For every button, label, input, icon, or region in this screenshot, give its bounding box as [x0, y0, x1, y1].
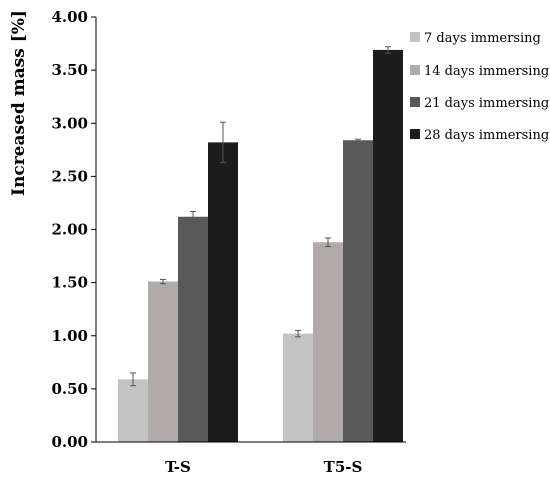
legend-label: 14 days immersing	[424, 64, 549, 79]
y-tick-label: 3.00	[51, 114, 88, 132]
y-tick-label: 4.00	[51, 8, 88, 26]
error-bar	[295, 329, 301, 338]
legend-swatch	[410, 32, 420, 42]
y-axis-label: Increased mass [%]	[9, 10, 29, 196]
legend-label: 7 days immersing	[424, 31, 541, 46]
legend-label: 28 days immersing	[424, 128, 549, 143]
x-category-label: T5-S	[324, 458, 363, 476]
y-tick-label: 3.50	[51, 61, 88, 79]
y-tick-label: 0.00	[51, 433, 88, 451]
legend-swatch	[410, 129, 420, 139]
error-bar	[385, 46, 391, 54]
x-category-label: T-S	[165, 458, 191, 476]
error-bar	[355, 138, 361, 142]
legend: 7 days immersing 14 days immersing 21 days…	[410, 31, 549, 143]
bar-7d-T-S	[118, 379, 148, 442]
y-tick-label: 0.50	[51, 380, 88, 398]
bar-28d-T5-S	[373, 49, 403, 442]
x-axis-categories: T-S T5-S	[165, 458, 362, 476]
y-tick-label: 1.50	[51, 274, 88, 292]
error-bar	[190, 210, 196, 223]
y-tick-label: 1.00	[51, 327, 88, 345]
bar-21d-T-S	[178, 216, 208, 442]
bar-14d-T5-S	[313, 242, 343, 442]
error-bar	[130, 372, 136, 387]
y-tick-label: 2.00	[51, 221, 88, 239]
bar-28d-T-S	[208, 142, 238, 442]
bar-7d-T5-S	[283, 333, 313, 442]
error-bars-group	[130, 46, 391, 387]
legend-swatch	[410, 97, 420, 107]
legend-label: 21 days immersing	[424, 96, 549, 111]
y-axis-ticks: 0.00 0.50 1.00 1.50 2.00 2.50 3.00 3.50 4.00	[51, 8, 96, 451]
bars-group	[118, 49, 403, 442]
bar-14d-T-S	[148, 281, 178, 442]
y-tick-label: 2.50	[51, 167, 88, 185]
error-bar	[220, 121, 226, 164]
legend-swatch	[410, 65, 420, 75]
bar-21d-T5-S	[343, 140, 373, 442]
error-bar	[325, 237, 331, 247]
error-bar	[160, 278, 166, 285]
